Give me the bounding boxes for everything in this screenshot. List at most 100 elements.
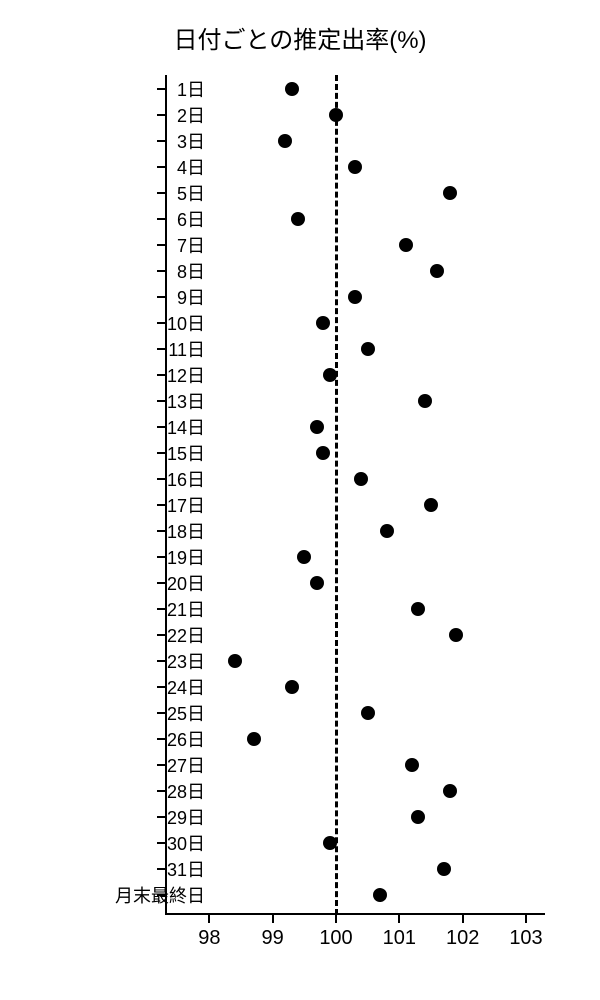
- y-tick: [157, 270, 165, 272]
- y-axis-label: 12日: [167, 362, 205, 388]
- y-axis-label: 20日: [167, 570, 205, 596]
- y-tick: [157, 426, 165, 428]
- data-point: [329, 108, 343, 122]
- y-tick: [157, 608, 165, 610]
- reference-line: [335, 75, 338, 915]
- data-point: [285, 82, 299, 96]
- data-point: [348, 290, 362, 304]
- y-axis-label: 8日: [177, 258, 205, 284]
- y-axis-label: 月末最終日: [115, 882, 205, 908]
- y-tick: [157, 218, 165, 220]
- y-tick: [157, 296, 165, 298]
- y-axis-label: 13日: [167, 388, 205, 414]
- data-point: [310, 576, 324, 590]
- x-axis-label: 102: [446, 927, 479, 950]
- data-point: [418, 394, 432, 408]
- y-axis-label: 14日: [167, 414, 205, 440]
- y-axis-label: 28日: [167, 778, 205, 804]
- x-tick: [462, 915, 464, 923]
- y-tick: [157, 140, 165, 142]
- y-tick: [157, 192, 165, 194]
- y-axis-label: 21日: [167, 596, 205, 622]
- y-axis-label: 29日: [167, 804, 205, 830]
- y-axis-label: 11日: [168, 336, 205, 362]
- data-point: [361, 342, 375, 356]
- data-point: [348, 160, 362, 174]
- data-point: [297, 550, 311, 564]
- data-point: [247, 732, 261, 746]
- data-point: [323, 368, 337, 382]
- y-axis-label: 6日: [177, 206, 205, 232]
- data-point: [424, 498, 438, 512]
- x-tick: [525, 915, 527, 923]
- y-tick: [157, 764, 165, 766]
- data-point: [361, 706, 375, 720]
- data-point: [291, 212, 305, 226]
- y-tick: [157, 842, 165, 844]
- data-point: [411, 810, 425, 824]
- y-axis-label: 22日: [167, 622, 205, 648]
- y-tick: [157, 556, 165, 558]
- y-axis-label: 15日: [167, 440, 205, 466]
- x-axis-label: 99: [262, 927, 284, 950]
- y-tick: [157, 816, 165, 818]
- y-axis-label: 1日: [177, 76, 205, 102]
- y-axis-label: 2日: [177, 102, 205, 128]
- y-tick: [157, 114, 165, 116]
- x-axis-label: 98: [198, 927, 220, 950]
- y-axis-label: 16日: [167, 466, 205, 492]
- data-point: [354, 472, 368, 486]
- data-point: [278, 134, 292, 148]
- y-axis-label: 7日: [177, 232, 205, 258]
- y-axis-label: 23日: [167, 648, 205, 674]
- data-point: [310, 420, 324, 434]
- x-tick: [398, 915, 400, 923]
- y-tick: [157, 166, 165, 168]
- y-axis-label: 10日: [167, 310, 205, 336]
- data-point: [228, 654, 242, 668]
- data-point: [316, 446, 330, 460]
- x-axis-label: 100: [319, 927, 352, 950]
- y-tick: [157, 244, 165, 246]
- y-tick: [157, 322, 165, 324]
- y-tick: [157, 738, 165, 740]
- y-tick: [157, 660, 165, 662]
- y-axis-label: 3日: [177, 128, 205, 154]
- y-tick: [157, 348, 165, 350]
- y-tick: [157, 868, 165, 870]
- data-point: [449, 628, 463, 642]
- data-point: [380, 524, 394, 538]
- y-tick: [157, 400, 165, 402]
- y-tick: [157, 530, 165, 532]
- data-point: [430, 264, 444, 278]
- data-point: [437, 862, 451, 876]
- y-axis-label: 31日: [167, 856, 205, 882]
- data-point: [399, 238, 413, 252]
- data-point: [285, 680, 299, 694]
- data-point: [443, 186, 457, 200]
- y-tick: [157, 582, 165, 584]
- chart-title: 日付ごとの推定出率(%): [0, 20, 600, 55]
- y-axis-label: 26日: [167, 726, 205, 752]
- plot-area: 9899100101102103: [165, 75, 545, 915]
- y-axis-label: 24日: [167, 674, 205, 700]
- y-tick: [157, 712, 165, 714]
- y-axis-label: 27日: [167, 752, 205, 778]
- x-axis-line: [165, 913, 545, 915]
- y-axis-label: 9日: [177, 284, 205, 310]
- x-tick: [272, 915, 274, 923]
- x-tick: [335, 915, 337, 923]
- data-point: [373, 888, 387, 902]
- x-axis-label: 103: [509, 927, 542, 950]
- data-point: [443, 784, 457, 798]
- x-tick: [208, 915, 210, 923]
- y-axis-label: 17日: [167, 492, 205, 518]
- y-axis-label: 4日: [177, 154, 205, 180]
- y-tick: [157, 88, 165, 90]
- y-tick: [157, 686, 165, 688]
- y-axis-label: 19日: [167, 544, 205, 570]
- x-axis-label: 101: [383, 927, 416, 950]
- y-tick: [157, 452, 165, 454]
- y-tick: [157, 374, 165, 376]
- data-point: [411, 602, 425, 616]
